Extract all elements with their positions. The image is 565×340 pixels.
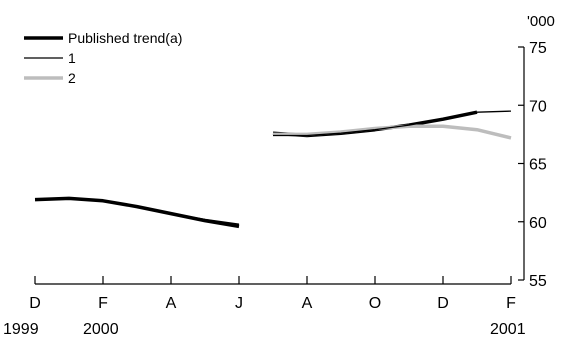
legend-label: 1 bbox=[68, 50, 76, 66]
x-tick-label: D bbox=[437, 295, 449, 312]
x-tick-label: J bbox=[235, 295, 243, 312]
legend: Published trend(a) 1 2 bbox=[24, 30, 182, 86]
x-year-label: 1999 bbox=[3, 321, 39, 338]
y-tick-label: 55 bbox=[529, 273, 547, 290]
x-year-label: 2001 bbox=[490, 321, 526, 338]
series-line bbox=[273, 110, 512, 137]
x-tick-label: A bbox=[302, 295, 313, 312]
y-tick-label: 60 bbox=[529, 215, 547, 232]
legend-label: Published trend(a) bbox=[68, 30, 182, 46]
y-axis: 55 60 65 70 75 '000 bbox=[518, 13, 555, 290]
plot-area bbox=[34, 110, 512, 229]
y-unit-label: '000 bbox=[527, 13, 555, 30]
legend-label: 2 bbox=[68, 70, 76, 86]
series-line bbox=[34, 196, 240, 229]
series-line bbox=[272, 110, 478, 138]
y-tick-label: 75 bbox=[529, 40, 547, 57]
x-axis: D 1999 F 2000 A J A O D F 2001 bbox=[3, 276, 526, 338]
x-tick-label: F bbox=[98, 295, 108, 312]
x-tick-label: D bbox=[29, 295, 41, 312]
series-line bbox=[34, 197, 240, 225]
x-tick-label: F bbox=[506, 295, 516, 312]
x-tick-label: A bbox=[166, 295, 177, 312]
x-year-label: 2000 bbox=[83, 321, 119, 338]
y-tick-label: 70 bbox=[529, 98, 547, 115]
x-tick-label: O bbox=[369, 295, 381, 312]
y-tick-label: 65 bbox=[529, 157, 547, 174]
